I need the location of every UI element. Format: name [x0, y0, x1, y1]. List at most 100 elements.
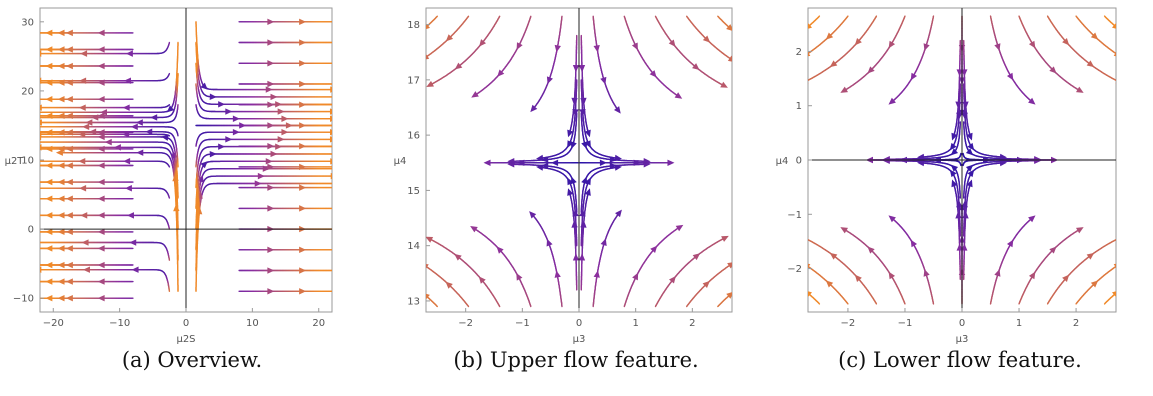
- streamline-arrow: [40, 133, 42, 141]
- streamline-arrow: [122, 131, 130, 138]
- streamline-arrow: [267, 101, 275, 108]
- streamline-arrow: [65, 228, 73, 236]
- y-tick-label: 1: [796, 101, 802, 112]
- streamline-arrow: [135, 119, 143, 126]
- streamline-arrow: [692, 253, 701, 261]
- streamline: [1018, 227, 1084, 305]
- streamline-arrow: [808, 263, 811, 268]
- streamline: [40, 278, 134, 285]
- streamline: [195, 62, 332, 108]
- streamline-arrow: [80, 50, 88, 57]
- streamline-arrow: [1125, 33, 1133, 40]
- streamline-arrow: [961, 200, 968, 208]
- y-axis-label: μ4: [776, 156, 789, 167]
- streamline: [961, 159, 1008, 237]
- streamline-arrow: [536, 154, 544, 162]
- streamline: [808, 263, 849, 305]
- streamline-arrow: [267, 80, 275, 88]
- streamline-arrow: [426, 263, 429, 269]
- streamline-arrow: [650, 245, 658, 254]
- streamline-arrow: [65, 261, 73, 269]
- streamline: [530, 15, 563, 113]
- streamline-arrow: [829, 60, 838, 68]
- streamline-arrow: [81, 239, 89, 246]
- streamline-arrow: [200, 82, 208, 90]
- y-tick-label: −2: [787, 264, 802, 275]
- streamline-arrow: [727, 55, 732, 62]
- streamline-arrow: [999, 153, 1008, 161]
- streamline: [40, 103, 179, 126]
- streamline-arrow: [97, 178, 105, 186]
- streamline: [195, 143, 332, 189]
- streamline-arrow: [567, 140, 574, 148]
- streamline: [40, 138, 179, 230]
- streamline-arrow: [961, 69, 968, 77]
- streamline: [507, 161, 578, 214]
- streamline-arrow: [129, 239, 137, 246]
- streamline-arrow: [479, 39, 487, 47]
- streamline-arrow: [126, 212, 134, 219]
- streamline: [1046, 236, 1116, 305]
- streamlines: [40, 18, 332, 302]
- streamline-arrow: [966, 179, 973, 188]
- y-tick-label: −1: [787, 210, 802, 221]
- streamline-arrow: [967, 142, 975, 151]
- streamline-arrow: [40, 266, 42, 273]
- streamline: [195, 158, 332, 230]
- streamline-arrow: [85, 119, 93, 126]
- streamline: [426, 15, 470, 60]
- streamline: [579, 164, 622, 247]
- streamline: [40, 41, 171, 57]
- streamline-arrow: [600, 76, 607, 85]
- streamline-arrow: [570, 141, 577, 149]
- streamline-arrow: [78, 104, 86, 111]
- streamline-arrow: [867, 66, 875, 74]
- caption-lower-flow: (c) Lower flow feature.: [838, 348, 1082, 372]
- streamline-arrow: [721, 235, 729, 242]
- streamline-arrow: [40, 77, 42, 84]
- streamline-arrow: [994, 43, 1001, 51]
- streamline: [1103, 15, 1133, 40]
- x-tick-label: 1: [1016, 318, 1022, 329]
- streamline-arrow: [496, 246, 504, 254]
- streamline: [654, 235, 729, 308]
- streamline: [40, 239, 171, 261]
- streamline-arrow: [426, 80, 434, 87]
- streamline: [238, 80, 332, 88]
- streamline: [40, 261, 134, 269]
- streamline-arrow: [265, 158, 273, 165]
- streamline-arrow: [330, 158, 332, 165]
- streamline-arrow: [218, 101, 226, 108]
- streamline: [238, 122, 332, 129]
- streamline-arrow: [299, 163, 307, 171]
- streamline-arrow: [593, 270, 600, 278]
- streamline-arrow: [113, 144, 121, 151]
- streamline-arrow: [593, 45, 600, 53]
- streamline-arrow: [614, 154, 622, 162]
- streamline: [40, 145, 134, 153]
- streamline-arrow: [1113, 263, 1116, 268]
- streamline-arrow: [270, 93, 278, 101]
- streamline-arrow: [741, 281, 749, 288]
- streamline-arrow: [267, 205, 275, 212]
- streamline-arrow: [91, 114, 99, 121]
- y-tick-label: 17: [407, 75, 420, 86]
- streamline-arrow: [1006, 239, 1014, 248]
- streamline: [471, 15, 532, 98]
- streamline-arrow: [916, 153, 925, 161]
- streamline: [1075, 15, 1147, 71]
- streamline-arrow: [1049, 66, 1057, 74]
- streamline-arrow: [956, 243, 963, 251]
- streamline-arrow: [1139, 65, 1147, 71]
- streamline-arrow: [609, 162, 617, 170]
- streamline: [961, 39, 973, 141]
- streamline-arrow: [299, 246, 307, 254]
- streamline-arrow: [65, 62, 73, 70]
- x-tick-label: 0: [959, 318, 965, 329]
- streamline: [989, 15, 1036, 105]
- streamline: [623, 224, 684, 308]
- streamline-arrow: [965, 164, 974, 172]
- streamline-arrow: [791, 280, 799, 287]
- streamline: [40, 158, 171, 168]
- streamline-arrow: [910, 72, 918, 81]
